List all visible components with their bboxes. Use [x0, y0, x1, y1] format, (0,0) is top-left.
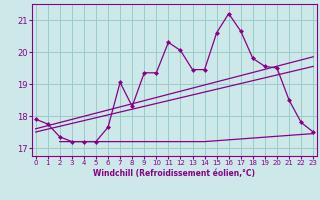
X-axis label: Windchill (Refroidissement éolien,°C): Windchill (Refroidissement éolien,°C) — [93, 169, 255, 178]
